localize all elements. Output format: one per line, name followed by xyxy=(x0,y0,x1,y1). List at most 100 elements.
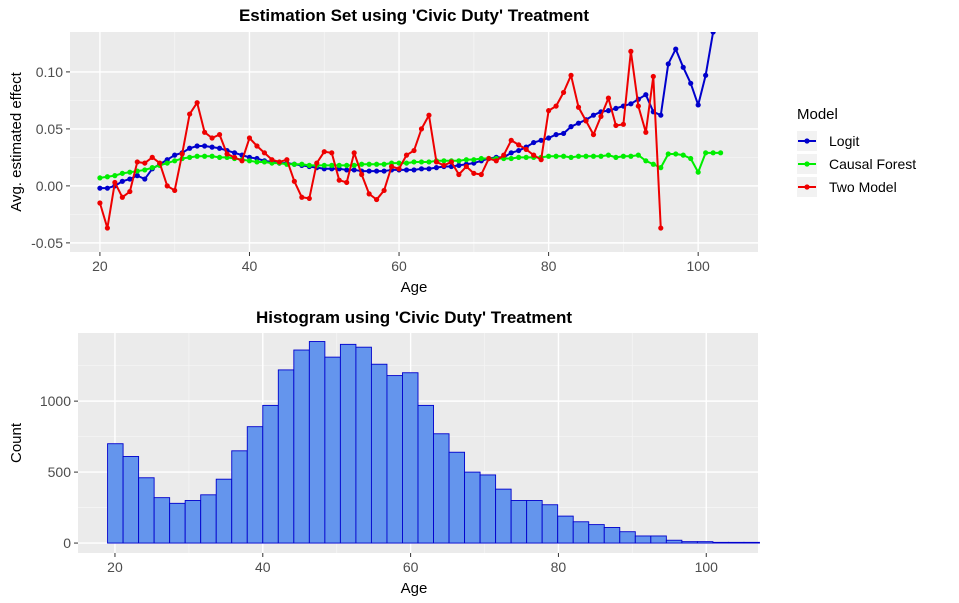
data-point xyxy=(216,154,223,160)
data-point xyxy=(598,153,604,159)
data-point xyxy=(665,151,671,157)
histogram-bar xyxy=(510,500,528,544)
data-point xyxy=(381,168,387,174)
legend-items: Logit Causal Forest Two Model xyxy=(797,131,916,197)
data-point xyxy=(590,112,597,118)
data-point xyxy=(403,167,410,173)
data-point xyxy=(411,159,417,165)
histogram-bar xyxy=(557,515,574,544)
data-point xyxy=(299,194,305,200)
data-point xyxy=(613,122,619,129)
data-point xyxy=(546,108,552,114)
data-point xyxy=(411,167,417,173)
legend-title: Model xyxy=(797,106,838,123)
histogram-bar xyxy=(370,363,388,544)
data-point xyxy=(119,170,125,176)
chart2-x-tick-label: 100 xyxy=(695,559,719,575)
data-point xyxy=(142,176,148,182)
data-point xyxy=(164,160,170,166)
data-point xyxy=(575,104,582,110)
data-point xyxy=(605,108,612,114)
chart2-x-tick-label: 80 xyxy=(551,559,567,575)
data-point xyxy=(635,103,641,109)
data-point xyxy=(568,154,574,160)
histogram-bar xyxy=(526,500,543,544)
data-point xyxy=(321,149,327,155)
data-point xyxy=(605,95,612,101)
data-point xyxy=(523,154,529,160)
histogram-bar xyxy=(448,451,466,544)
data-point xyxy=(344,167,350,173)
data-point xyxy=(673,151,679,157)
histogram-bar xyxy=(464,471,481,544)
data-point xyxy=(104,185,110,191)
data-point xyxy=(635,152,641,158)
histogram-bar xyxy=(153,497,171,544)
data-point xyxy=(202,143,208,149)
data-point xyxy=(680,152,686,158)
data-point xyxy=(254,143,260,149)
data-point xyxy=(374,161,380,167)
data-point xyxy=(359,171,365,178)
data-point xyxy=(209,144,215,150)
chart1-title: Estimation Set using 'Civic Duty' Treatm… xyxy=(239,6,589,25)
histogram-bar xyxy=(246,426,264,544)
data-point xyxy=(172,187,178,194)
data-point xyxy=(695,169,701,175)
data-point xyxy=(553,131,559,138)
legend-key-point xyxy=(804,138,810,144)
data-point xyxy=(538,157,544,163)
data-point xyxy=(269,157,275,163)
chart1-panel xyxy=(70,32,758,252)
data-point xyxy=(336,177,342,183)
data-point xyxy=(187,145,193,151)
data-point xyxy=(433,165,440,171)
histogram-bar xyxy=(355,346,372,544)
histogram-bar xyxy=(696,541,714,544)
chart1-y-tick-label: 0.05 xyxy=(36,121,63,137)
legend-label: Causal Forest xyxy=(829,156,916,172)
data-point xyxy=(321,162,327,168)
data-point xyxy=(231,150,238,156)
histogram-bar xyxy=(386,375,403,544)
data-point xyxy=(613,105,619,111)
chart1-y-tick-label: 0.00 xyxy=(36,178,63,194)
data-point xyxy=(261,159,268,165)
data-point xyxy=(695,102,701,108)
data-point xyxy=(119,194,125,200)
histogram-bar xyxy=(479,474,497,544)
data-point xyxy=(344,179,350,186)
data-point xyxy=(538,137,544,143)
data-point xyxy=(456,171,462,178)
data-point xyxy=(216,145,223,151)
data-point xyxy=(366,161,372,167)
data-point xyxy=(508,150,514,156)
data-point xyxy=(299,161,305,167)
data-point xyxy=(306,195,312,202)
data-point xyxy=(403,160,410,166)
histogram-bar xyxy=(184,500,202,544)
chart2-x-ticks: 20 40 60 80 100 xyxy=(107,553,718,575)
histogram-bar xyxy=(308,341,326,544)
data-point xyxy=(658,225,664,231)
data-point xyxy=(112,179,118,186)
legend-item-two-model: Two Model xyxy=(797,177,897,197)
data-point xyxy=(149,154,155,160)
histogram-bar xyxy=(138,477,155,544)
data-point xyxy=(209,153,215,159)
data-point xyxy=(336,162,342,168)
data-point xyxy=(119,178,125,184)
data-point xyxy=(628,101,634,107)
data-point xyxy=(650,161,656,167)
histogram-bar xyxy=(402,372,419,544)
series-line xyxy=(98,50,662,230)
legend-label: Logit xyxy=(829,133,859,149)
chart1-x-ticks: 20 40 60 80 100 xyxy=(92,252,710,274)
data-point xyxy=(388,163,395,170)
histogram-bar xyxy=(169,502,186,544)
data-point xyxy=(456,158,462,164)
histogram-bar xyxy=(619,531,636,544)
data-point xyxy=(553,103,559,109)
data-point xyxy=(134,159,140,165)
chart1-y-tick-label: 0.10 xyxy=(36,64,63,80)
